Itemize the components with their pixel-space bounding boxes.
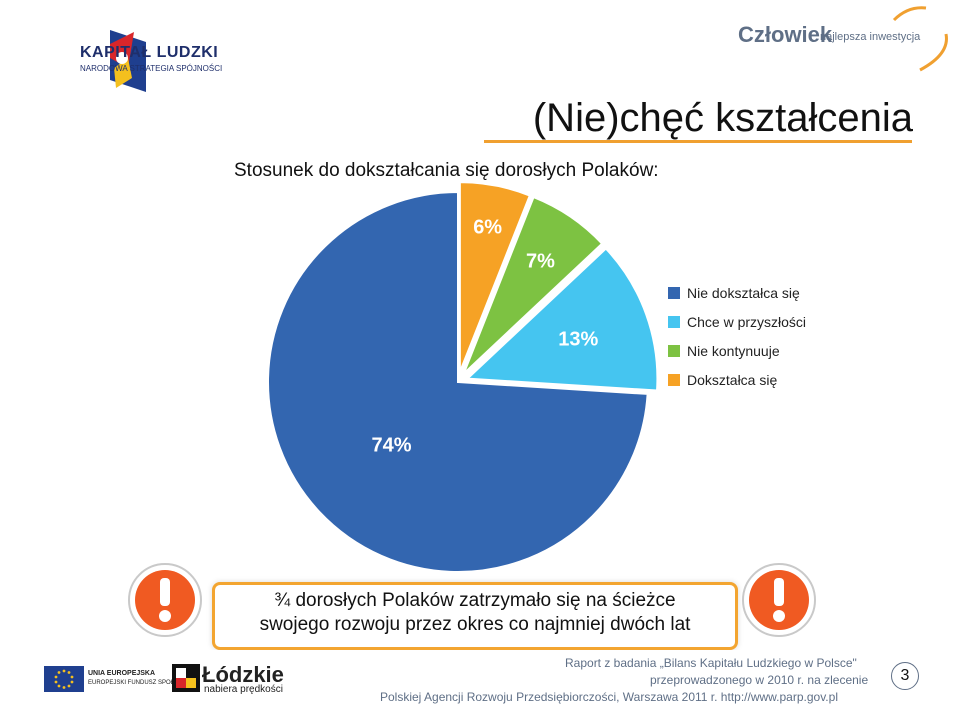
eu-flag-icon	[44, 666, 84, 692]
lodzkie-logo-tagline: nabiera prędkości	[204, 684, 283, 695]
pie-slice	[458, 181, 532, 373]
slide-subtitle: Stosunek do dokształcania się dorosłych …	[234, 160, 659, 181]
source-line-2: przeprowadzonego w 2010 r. na zlecenie	[650, 673, 869, 687]
legend-label: Nie dokształca się	[687, 285, 800, 301]
lodzkie-logo-title: Łódzkie	[202, 662, 284, 687]
czlowiek-logo-title: Człowiek	[738, 22, 833, 47]
lodzkie-logo-icon	[172, 664, 200, 692]
callout-line-2: swojego rozwoju przez okres co najmniej …	[259, 614, 691, 635]
pie-slice	[267, 190, 649, 573]
callout-line-1: ¾ dorosłych Polaków zatrzymało się na śc…	[274, 590, 676, 611]
slice-label: 74%	[372, 434, 412, 456]
footer	[0, 650, 959, 718]
legend-label: Dokształca się	[687, 372, 777, 388]
kapital-ludzki-subtitle: NARODOWA STRATEGIA SPÓJNOŚCI	[80, 64, 223, 73]
czlowiek-logo-subtitle: najlepsza inwestycja	[820, 31, 921, 43]
exclamation-icon	[742, 563, 816, 637]
kapital-ludzki-title: KAPITAŁ LUDZKI	[80, 44, 219, 61]
source-line-3: Polskiej Agencji Rozwoju Przedsiębiorczo…	[380, 690, 838, 704]
slice-label: 6%	[473, 217, 502, 239]
legend-swatch	[668, 345, 680, 357]
kapital-ludzki-logo	[110, 30, 146, 92]
callout-box	[212, 582, 738, 650]
swoosh-icon	[892, 6, 948, 72]
pie-slice	[465, 247, 659, 392]
slice-label: 13%	[558, 329, 598, 351]
legend-swatch	[668, 374, 680, 386]
title-underline	[484, 140, 912, 143]
legend-swatch	[668, 316, 680, 328]
eu-fund-label: EUROPEJSKI FUNDUSZ SPOŁECZNY	[88, 680, 195, 686]
page-number: 3	[891, 662, 919, 690]
legend-label: Nie kontynuuje	[687, 343, 780, 359]
legend-swatch	[668, 287, 680, 299]
pie-slice	[462, 195, 604, 375]
legend-label: Chce w przyszłości	[687, 314, 806, 330]
slice-label: 7%	[526, 251, 555, 273]
slide-title: (Nie)chęć kształcenia	[532, 96, 913, 140]
source-line-1: Raport z badania „Bilans Kapitału Ludzki…	[565, 656, 857, 670]
exclamation-icon	[128, 563, 202, 637]
eu-label: UNIA EUROPEJSKA	[88, 670, 156, 677]
